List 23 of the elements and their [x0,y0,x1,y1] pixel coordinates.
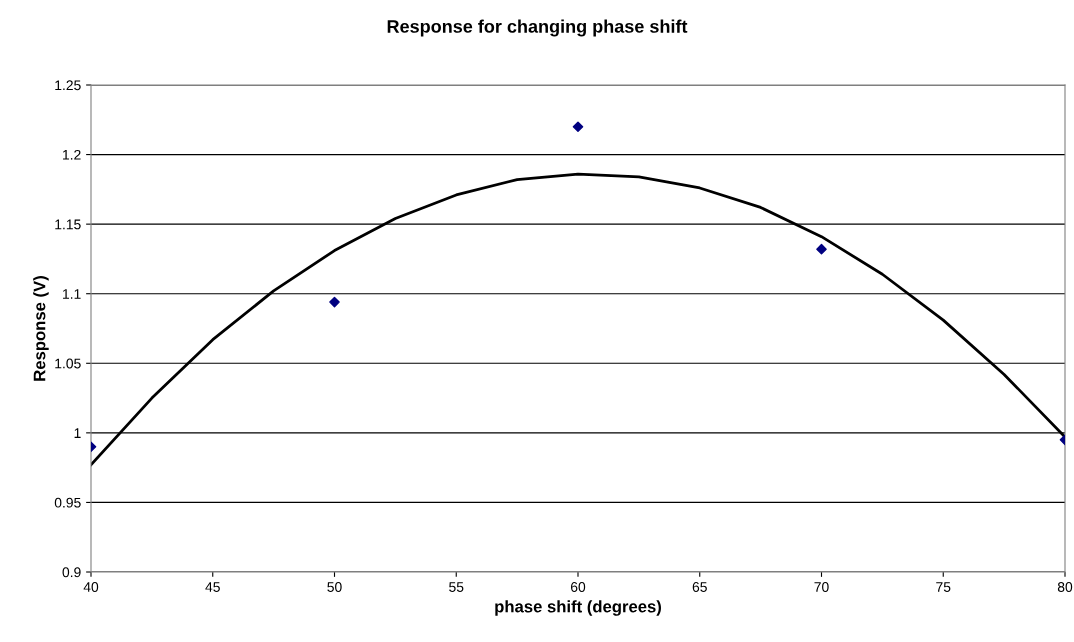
y-tick-label: 1.15 [55,219,81,230]
y-tick-label: 1.05 [55,358,81,369]
x-tick-label: 55 [449,582,464,592]
x-tick-label: 60 [570,582,586,592]
x-tick-label: 45 [205,582,220,592]
x-tick-label: 50 [327,582,342,592]
point [816,243,827,255]
y-axis-title: Response (V) [33,276,49,381]
point [572,121,584,133]
y-tick-label: 1 [74,428,81,438]
x-tick-label: 40 [83,582,99,592]
y-tick-label: 1.1 [63,289,81,299]
chart-title: Response for changing phase shift [387,19,688,37]
y-tick-label: 0.95 [54,497,81,508]
x-tick-label: 80 [1057,582,1073,592]
x-tick-label: 75 [936,582,951,592]
point [329,296,340,308]
y-tick-label: 1.25 [55,80,81,91]
y-tick-label: 0.9 [62,567,81,578]
x-tick-label: 65 [692,582,707,592]
y-tick-label: 1.2 [63,149,81,160]
x-tick-label: 70 [814,582,829,592]
x-axis-title: phase shift (degrees) [495,600,661,616]
